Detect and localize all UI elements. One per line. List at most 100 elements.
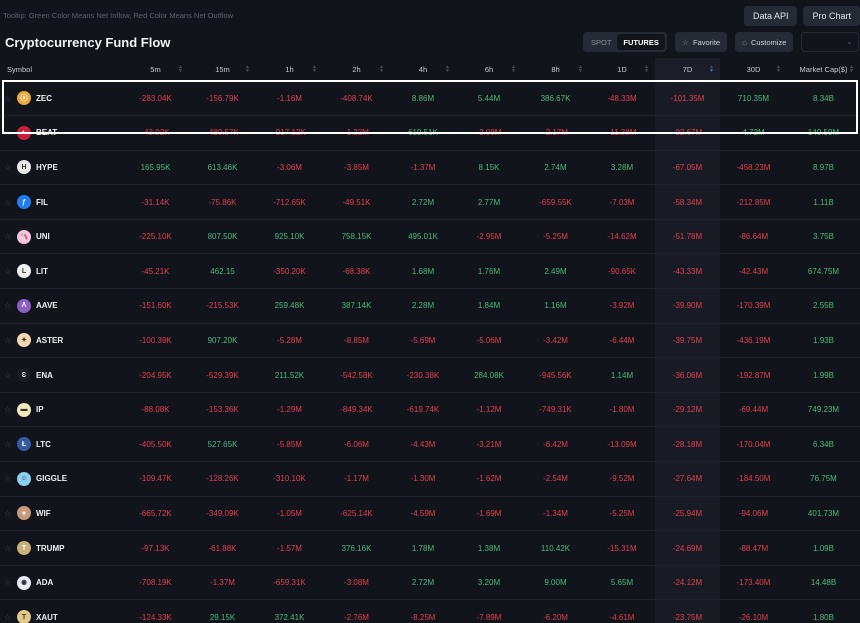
favorite-star-icon[interactable]: ☆ [4,266,12,276]
favorite-star-icon[interactable]: ☆ [4,370,12,380]
sort-up-icon: ▲ [178,64,183,70]
spot-tab[interactable]: SPOT [591,37,612,47]
sort-arrows-icon[interactable]: ▲ ▼ [245,65,250,74]
symbol-name[interactable]: ASTER [36,335,64,345]
table-row[interactable]: ☆ ✺ ADA -708.19K -1.37M -659.31K -3.08M 2.72M 3.… [0,564,860,600]
symbol-name[interactable]: GIGGLE [36,474,68,484]
flow-value-7d: -29.12M [655,391,720,427]
table-row[interactable]: ☆ L LIT -45.21K 462.15 -350.20K -68.38K 1.68M 1.… [0,253,860,289]
flow-value-1h: -1.29M [256,391,323,427]
sort-arrows-icon[interactable]: ▲ ▼ [445,65,450,74]
pro-chart-button[interactable]: Pro Chart [803,6,860,26]
table-row[interactable]: ☆ Ł LTC -405.50K 527.65K -5.85M -6.06M -4.43M -3… [0,426,860,462]
customize-button[interactable]: ⌂ Customize [735,32,794,52]
flow-value-market-cap: 3.75B [787,218,860,254]
symbol-wrapper: ☆ H HYPE [4,160,122,175]
table-row[interactable]: ☆ ● WIF -665.72K -349.09K -1.05M -625.14K -4.59… [0,495,860,531]
column-header-1d[interactable]: 1D ▲ ▼ [589,58,655,81]
flow-value-30d: -458.23M [720,149,787,185]
favorite-star-icon[interactable]: ☆ [4,439,12,449]
table-row[interactable]: ☆ 🦄 UNI -225.10K 807.50K 925.10K 758.15K 495.01… [0,218,860,254]
column-header-symbol[interactable]: Symbol [0,58,122,81]
flow-value-1d: -3.92M [589,288,655,324]
column-header-label: 1h [285,64,294,74]
filecoin-icon: ƒ [17,195,31,210]
column-header-5m[interactable]: 5m ▲ ▼ [122,58,189,81]
sort-arrows-icon[interactable]: ▲ ▼ [644,65,649,74]
table-row[interactable]: ☆ T XAUT -124.33K 29.15K 372.41K -2.76M -8.25M -… [0,599,860,623]
sort-arrows-icon[interactable]: ▲ ▼ [776,65,781,74]
flow-value-1d: -5.25M [589,495,655,531]
table-row[interactable]: ☆ T TRUMP -97.13K -61.88K -1.57M 376.16K 1.78M 1… [0,530,860,566]
column-header-4h[interactable]: 4h ▲ ▼ [390,58,456,81]
sort-arrows-icon[interactable]: ▲ ▼ [511,65,516,74]
table-row[interactable]: ☆ ƒ FIL -31.14K -75.86K -712.65K -49.51K 2.72M 2… [0,184,860,220]
symbol-name[interactable]: ZEC [36,93,52,103]
table-row[interactable]: ☆ Ɛ ENA -204.95K -529.39K 211.52K -542.58K -230… [0,357,860,393]
flow-value-7d: -101.35M [655,80,720,116]
column-header-15m[interactable]: 15m ▲ ▼ [189,58,256,81]
table-row[interactable]: ☆ ◐ BEAT -43.92K -489.57K -917.12K -1.22M 619.5… [0,115,860,151]
flow-value-1d: -7.03M [589,184,655,220]
favorite-star-icon[interactable]: ☆ [4,232,12,242]
symbol-name[interactable]: LIT [36,266,48,276]
sort-arrows-icon[interactable]: ▲ ▼ [849,65,854,74]
fund-flow-table: Symbol 5m ▲ ▼ 15m ▲ ▼ 1h ▲ ▼ 2h ▲ ▼ 4h ▲ ▼ 6h ▲ ▼ 8h ▲ ▼ 1D ▲ ▼ 7… [0,58,860,623]
filter-dropdown[interactable]: ⌄ [801,32,860,52]
flow-value-4h: -1.30M [390,461,456,497]
symbol-name[interactable]: LTC [36,439,51,449]
favorite-star-icon[interactable]: ☆ [4,405,12,415]
sort-arrows-icon[interactable]: ▲ ▼ [178,64,183,74]
column-header-8h[interactable]: 8h ▲ ▼ [522,58,589,81]
favorite-star-icon[interactable]: ☆ [4,612,12,622]
giggle-icon: ☺ [17,471,31,486]
column-header-7d[interactable]: 7D ▲ ▼ [655,58,720,81]
column-header-1h[interactable]: 1h ▲ ▼ [256,58,323,81]
flow-value-15m: -349.09K [189,495,256,531]
favorite-star-icon[interactable]: ☆ [4,128,12,138]
symbol-name[interactable]: WIF [36,508,51,518]
table-row[interactable]: ☆ ✦ ASTER -100.39K 907.20K -5.28M -8.85M -5.69M… [0,322,860,358]
column-header-30d[interactable]: 30D ▲ ▼ [720,58,787,81]
symbol-name[interactable]: IP [36,405,44,415]
table-row[interactable]: ☆ ▬ IP -88.08K -153.36K -1.29M -849.34K -619.74… [0,391,860,427]
sort-down-icon: ▼ [709,68,714,74]
favorite-star-icon[interactable]: ☆ [4,162,12,172]
flow-value-8h: -5.25M [522,218,589,254]
favorite-star-icon[interactable]: ☆ [4,508,12,518]
sort-arrows-icon[interactable]: ▲ ▼ [709,65,714,74]
flow-value-5m: -405.50K [122,426,189,462]
futures-tab[interactable]: FUTURES [617,34,665,50]
flow-value-4h: 2.28M [390,288,456,324]
symbol-name[interactable]: UNI [36,232,50,242]
table-row[interactable]: ☆ ⓩ ZEC -283.04K -156.79K -1.16M -408.74K 8.86M… [0,80,860,116]
symbol-name[interactable]: FIL [36,197,48,207]
symbol-name[interactable]: HYPE [36,162,58,172]
table-row[interactable]: ☆ Λ AAVE -151.60K -215.53K 259.48K 387.14K 2.28… [0,288,860,324]
favorite-star-icon[interactable]: ☆ [4,197,12,207]
symbol-name[interactable]: XAUT [36,612,58,622]
column-header-market-cap[interactable]: Market Cap($) ▲ ▼ [787,58,860,81]
sort-arrows-icon[interactable]: ▲ ▼ [312,65,317,74]
column-header-6h[interactable]: 6h ▲ ▼ [456,58,522,81]
column-header-label: 15m [215,64,230,74]
favorite-star-icon[interactable]: ☆ [4,301,12,311]
favorite-star-icon[interactable]: ☆ [4,474,12,484]
favorite-star-icon[interactable]: ☆ [4,543,12,553]
favorite-star-icon[interactable]: ☆ [4,93,12,103]
symbol-name[interactable]: TRUMP [36,543,65,553]
symbol-name[interactable]: BEAT [36,128,58,138]
favorite-star-icon[interactable]: ☆ [4,335,12,345]
symbol-name[interactable]: ENA [36,370,53,380]
flow-value-4h: 2.72M [390,564,456,600]
table-row[interactable]: ☆ ☺ GIGGLE -109.47K -128.26K -310.10K -1.17M -1… [0,461,860,497]
favorite-button[interactable]: ☆ Favorite [674,32,728,52]
data-api-button[interactable]: Data API [743,6,798,26]
symbol-name[interactable]: ADA [36,578,54,588]
favorite-star-icon[interactable]: ☆ [4,578,12,588]
column-header-2h[interactable]: 2h ▲ ▼ [323,58,390,81]
sort-arrows-icon[interactable]: ▲ ▼ [578,65,583,74]
sort-arrows-icon[interactable]: ▲ ▼ [379,65,384,74]
table-row[interactable]: ☆ H HYPE 165.95K 613.46K -3.06M -3.85M -1.37M 8.… [0,149,860,185]
symbol-name[interactable]: AAVE [36,301,58,311]
